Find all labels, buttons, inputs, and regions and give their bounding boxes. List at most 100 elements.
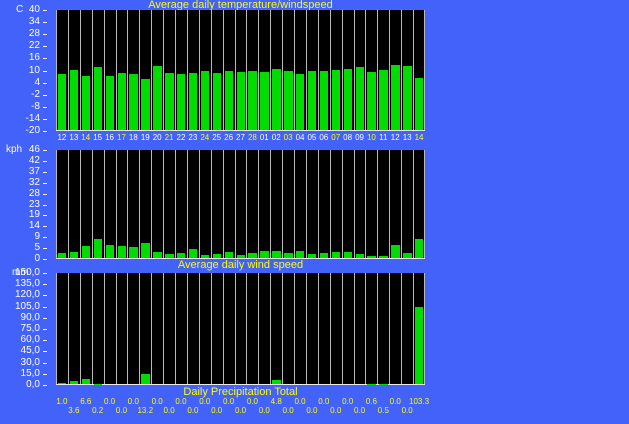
temperature-bar (319, 70, 329, 130)
temperature-ytick-mark (43, 106, 47, 108)
windspeed-bar (391, 244, 400, 258)
temperature-bar (177, 73, 186, 130)
windspeed-ytick-label: 37 (28, 165, 40, 177)
windspeed-ytick-label: 46 (28, 144, 40, 155)
gridline (377, 10, 379, 131)
gridline (127, 273, 129, 385)
precipitation-value: 0.0 (330, 406, 342, 415)
temperature-bar (129, 73, 138, 130)
temperature-bar (403, 66, 412, 130)
date-label: 15 (93, 133, 103, 142)
gridline (246, 150, 248, 259)
date-label: 23 (188, 133, 198, 142)
date-label: 14 (81, 133, 91, 142)
temperature-bar (260, 71, 269, 130)
gridline (151, 273, 153, 385)
gridline (270, 150, 272, 259)
windspeed-bar (355, 254, 364, 258)
date-label: 07 (331, 133, 341, 142)
gridline (353, 10, 355, 131)
precipitation-ytick-label: 135,0 (14, 278, 40, 290)
gridline (91, 10, 93, 131)
temperature-bar (236, 71, 245, 130)
precipitation-bar (69, 381, 79, 384)
temperature-bar (58, 73, 67, 130)
precipitation-ytick-mark (43, 373, 47, 375)
windspeed-bar (236, 254, 245, 258)
precipitation-ytick-mark (43, 273, 47, 274)
gridline (413, 150, 415, 259)
gridline (305, 10, 307, 131)
temperature-bar (355, 67, 364, 130)
gridline (103, 273, 105, 385)
precipitation-value: 0.0 (389, 397, 401, 406)
windspeed-bar (105, 244, 114, 258)
windspeed-bar (296, 250, 305, 258)
temperature-bar (415, 77, 424, 130)
windspeed-bar (188, 249, 198, 258)
windspeed-ytick-mark (43, 193, 47, 195)
gridline (175, 150, 177, 259)
temperature-bar (93, 67, 103, 130)
temperature-bar (200, 70, 210, 130)
gridline (67, 10, 69, 131)
precipitation-value: 0.0 (151, 397, 163, 406)
windspeed-bar (58, 253, 67, 258)
gridline (234, 10, 236, 131)
gridline (270, 273, 272, 385)
precipitation-value: 0.0 (127, 397, 139, 406)
temperature-ytick-mark (43, 70, 47, 72)
temperature-bar (367, 71, 376, 130)
gridline (365, 150, 367, 259)
precipitation-bar (58, 383, 67, 384)
gridline (341, 10, 343, 131)
temperature-bar (248, 70, 257, 130)
precipitation-value: 0.0 (211, 406, 223, 415)
temperature-ytick-mark (43, 22, 47, 24)
windspeed-unit-label: kph (6, 144, 23, 155)
windspeed-ytick-mark (43, 160, 47, 162)
precipitation-value: 0.0 (258, 406, 270, 415)
windspeed-bar (307, 254, 317, 258)
date-label: 14 (414, 133, 424, 142)
gridline (186, 273, 188, 385)
gridline (186, 10, 188, 131)
gridline (282, 273, 284, 385)
windspeed-bar (153, 251, 162, 258)
temperature-ytick-mark (43, 34, 47, 36)
temperature-ytick-label: -20 (25, 125, 40, 136)
windspeed-bar (69, 252, 79, 258)
windspeed-chart-title: Average daily wind speed (177, 259, 304, 271)
gridline (198, 150, 200, 259)
windspeed-axis-line (56, 258, 425, 259)
precipitation-ytick-label: 150,0 (14, 267, 40, 278)
precipitation-axis-line (56, 384, 425, 385)
precipitation-unit-label: mm (12, 267, 29, 278)
temperature-bar (117, 72, 126, 130)
gridline (210, 10, 212, 131)
windspeed-ytick-label: 0 (34, 253, 40, 264)
date-label: 26 (224, 133, 234, 142)
windspeed-ytick-label: 14 (28, 220, 40, 232)
precipitation-value: 0.0 (294, 397, 306, 406)
date-label: 11 (379, 133, 388, 142)
date-label: 22 (176, 133, 186, 142)
temperature-chart-title: Average daily temperature/windspeed (148, 0, 333, 11)
precipitation-value: 0.0 (318, 397, 330, 406)
gridline (317, 273, 319, 385)
gridline (246, 10, 248, 131)
gridline (294, 10, 296, 131)
windspeed-ytick-mark (43, 237, 47, 239)
precipitation-ytick-mark (43, 385, 47, 386)
date-label: 24 (200, 133, 210, 142)
precipitation-value: 0.0 (353, 406, 366, 415)
temperature-ytick-label: -2 (31, 88, 40, 100)
gridline (139, 10, 141, 131)
precipitation-ytick-mark (43, 362, 47, 364)
temperature-ytick-label: 40 (28, 4, 40, 15)
temperature-bar (284, 70, 293, 130)
date-label: 12 (390, 133, 400, 142)
temperature-unit-label: C (16, 4, 24, 15)
date-label: 05 (307, 133, 317, 142)
gridline (139, 273, 141, 385)
